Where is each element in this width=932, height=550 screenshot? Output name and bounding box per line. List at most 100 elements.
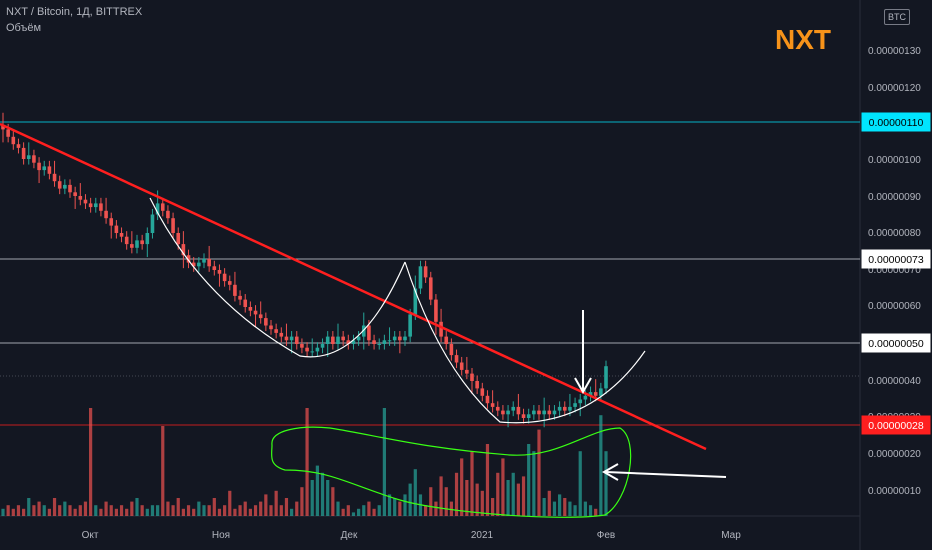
volume-bar (22, 508, 26, 516)
candle-body (99, 203, 103, 211)
volume-bar (161, 426, 165, 516)
volume-bar (104, 501, 108, 516)
candle-body (521, 414, 526, 418)
price-tick-label: 0.00000060 (868, 301, 921, 312)
volume-bar (454, 472, 459, 516)
volume-bar (429, 487, 433, 516)
volume-bar (552, 501, 557, 516)
volume-bar (377, 505, 381, 516)
price-tag (861, 415, 931, 435)
price-tick-label: 0.00000070 (868, 265, 921, 276)
candle-body (47, 166, 52, 174)
candle-body (1, 125, 5, 130)
volume-bar (496, 472, 500, 516)
volume-bar (259, 501, 263, 516)
candle-body (222, 273, 227, 282)
volume-bar (52, 498, 57, 516)
volume-bar (83, 501, 88, 516)
candle-body (68, 184, 72, 193)
volume-bar (393, 498, 397, 516)
volume-bar (27, 498, 31, 516)
volume-bar (140, 505, 144, 516)
candle-body (511, 406, 516, 411)
volume-bar (217, 508, 222, 516)
price-tag (861, 333, 931, 353)
time-tick-label: Мар (721, 530, 741, 541)
candle-body (320, 344, 325, 348)
volume-bar (37, 501, 41, 516)
volume-bar (336, 501, 340, 516)
candle-body (557, 406, 562, 411)
volume-bar (341, 508, 345, 516)
price-tag-label: 0.00000050 (868, 338, 924, 350)
currency-badge[interactable]: BTC (884, 9, 910, 25)
trendline (0, 122, 707, 451)
volume-bar (264, 494, 268, 516)
candle-body (78, 196, 83, 200)
time-tick-label: 2021 (471, 530, 494, 541)
volume-bar (346, 505, 350, 516)
candle-body (104, 210, 108, 219)
candle-body (6, 129, 10, 137)
volume-bar (197, 501, 201, 516)
volume-bar (1, 508, 5, 516)
volume-bar (547, 490, 551, 516)
volume-bar (114, 508, 118, 516)
volume-bar (274, 490, 278, 516)
volume-bar (58, 505, 62, 516)
time-tick-label: Фев (597, 530, 615, 541)
volume-bar (248, 508, 252, 516)
candle-body (537, 410, 541, 415)
candle-body (459, 362, 464, 370)
volume-bar (532, 451, 536, 516)
volume-bar (89, 408, 93, 516)
volume-bar (434, 501, 438, 516)
candle-body (325, 336, 330, 344)
candle-body (217, 270, 222, 274)
volume-bar (480, 490, 484, 516)
candle-body (238, 295, 242, 300)
candle-body (11, 136, 16, 145)
volume-bar (413, 469, 417, 516)
volume-bar (130, 501, 134, 516)
candle-body (470, 373, 474, 381)
candle-body (269, 325, 273, 330)
volume-bar (558, 494, 562, 516)
candle-body (294, 336, 299, 344)
candle-body (119, 233, 124, 237)
volume-bar (94, 505, 98, 516)
candle-body (227, 281, 232, 285)
candle-body (382, 340, 387, 344)
volume-bar (310, 480, 314, 516)
volume-bar (351, 512, 356, 516)
volume-bar (202, 505, 206, 516)
volume-bar (99, 508, 103, 516)
volume-bar (573, 505, 577, 516)
volume-bar (223, 505, 227, 516)
volume-highlight-outline (271, 426, 632, 518)
volume-bar (284, 498, 289, 516)
volume-bar (300, 487, 304, 516)
candle-body (57, 181, 62, 189)
cup-curve-left (149, 197, 406, 358)
candle-body (16, 144, 21, 148)
candle-body (181, 244, 186, 256)
price-tick-label: 0.00000130 (868, 46, 921, 57)
candle-body (367, 325, 371, 341)
volume-bar (362, 505, 366, 516)
volume-bar (125, 508, 129, 516)
price-tag-label: 0.00000110 (869, 117, 924, 129)
time-tick-label: Ноя (212, 530, 230, 541)
candle-body (418, 266, 423, 289)
candle-body (171, 218, 175, 233)
candle-body (212, 266, 217, 270)
candle-body (408, 314, 412, 337)
candle-body (52, 173, 57, 182)
candle-body (398, 336, 402, 341)
candle-body (403, 336, 407, 341)
price-tag (861, 112, 931, 132)
volume-bar (511, 472, 515, 516)
candle-body (506, 410, 510, 415)
candle-body (495, 406, 500, 411)
